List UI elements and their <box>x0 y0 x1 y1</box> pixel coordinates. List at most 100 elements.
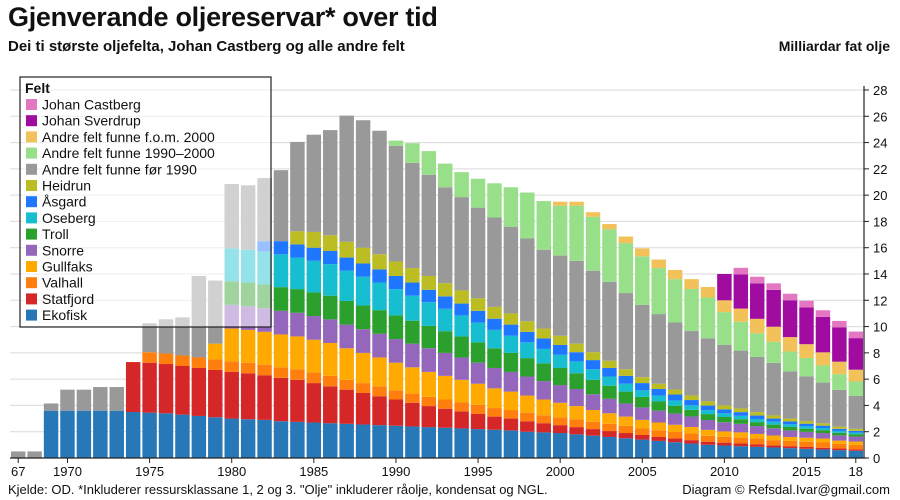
bar-segment <box>815 425 831 429</box>
bar-segment <box>552 425 568 434</box>
bar-segment <box>602 281 617 361</box>
bar-segment <box>848 432 864 435</box>
bar-segment <box>684 443 699 458</box>
bar-segment <box>536 399 551 416</box>
bar-segment <box>684 279 699 289</box>
bar-segment <box>355 392 371 425</box>
bar-segment <box>766 447 781 458</box>
bar-segment <box>355 247 371 264</box>
bar-segment <box>569 260 584 344</box>
legend-swatch <box>26 261 37 272</box>
bar-segment <box>487 183 502 218</box>
bar-segment <box>832 428 847 431</box>
bar-segment <box>717 422 732 432</box>
bar-segment <box>437 283 453 297</box>
bar-segment <box>158 364 174 414</box>
bar-segment <box>421 348 437 372</box>
bar-segment <box>323 264 338 296</box>
bar-segment <box>405 343 420 368</box>
bar-segment <box>750 276 765 284</box>
bar-segment <box>470 429 486 458</box>
bar-segment <box>569 201 584 206</box>
bar-segment <box>487 408 502 417</box>
bar-segment <box>323 130 338 236</box>
bar-segment <box>355 276 371 306</box>
bar-segment <box>437 399 453 409</box>
bar-segment <box>306 260 322 293</box>
bar-segment <box>552 354 568 368</box>
bar-segment <box>700 410 716 415</box>
bar-segment <box>766 418 781 422</box>
bar-segment <box>782 426 798 431</box>
bar-segment <box>733 274 749 309</box>
bar-segment <box>388 261 404 276</box>
bar-segment <box>372 386 387 397</box>
x-tick-label: 2015 <box>792 464 821 479</box>
bar-segment <box>323 375 338 387</box>
bar-segment <box>618 236 634 244</box>
bar-segment <box>733 408 749 413</box>
bar-segment <box>487 329 502 349</box>
bar-segment <box>405 282 420 296</box>
bar-segment <box>635 396 650 408</box>
bar-segment <box>569 373 584 389</box>
bar-segment <box>142 412 157 458</box>
bar-segment <box>10 451 26 458</box>
bar-segment <box>503 324 519 336</box>
bar-segment <box>454 357 469 380</box>
y-tick-label: 10 <box>873 320 887 335</box>
bar-segment <box>306 316 322 340</box>
bar-segment <box>651 314 666 384</box>
legend-label: Statfjord <box>42 291 94 307</box>
bar-segment <box>27 451 42 458</box>
bar-segment <box>306 231 322 248</box>
bar-segment <box>602 436 617 458</box>
bar-segment <box>437 427 453 458</box>
bar-segment <box>257 331 272 365</box>
bar-segment <box>388 315 404 340</box>
bars <box>10 115 864 458</box>
bar-segment <box>618 243 634 294</box>
bar-segment <box>799 448 814 458</box>
bar-segment <box>520 421 535 432</box>
x-tick-label: 18 <box>849 464 863 479</box>
bar-segment <box>750 412 765 416</box>
bar-segment <box>323 343 338 376</box>
bar-segment <box>618 416 634 426</box>
bar-segment <box>700 420 716 430</box>
legend-swatch <box>26 293 37 305</box>
bar-segment <box>454 197 469 291</box>
bar-segment <box>552 201 568 206</box>
bar-segment <box>684 395 699 401</box>
bar-segment <box>782 446 798 449</box>
bar-segment <box>421 406 437 428</box>
bar-segment <box>355 352 371 384</box>
y-tick-label: 16 <box>873 241 887 256</box>
bar-segment <box>306 292 322 317</box>
bar-segment <box>700 338 716 402</box>
bar-segment <box>487 416 502 430</box>
bar-segment <box>651 401 666 411</box>
bar-segment <box>602 385 617 399</box>
bar-segment <box>273 367 289 378</box>
bar-segment <box>815 442 831 448</box>
bar-segment <box>700 441 716 445</box>
bar-segment <box>470 362 486 384</box>
legend-swatch <box>26 196 37 208</box>
bar-segment <box>109 410 124 458</box>
bar-segment <box>733 412 749 416</box>
bar-segment <box>815 365 831 383</box>
bar-segment <box>848 450 864 458</box>
bar-segment <box>848 369 864 382</box>
bar-segment <box>536 249 551 329</box>
bar-segment <box>585 216 601 271</box>
bar-segment <box>290 312 305 337</box>
bar-segment <box>750 415 765 419</box>
bar-segment <box>815 449 831 458</box>
bar-segment <box>832 432 847 436</box>
bar-segment <box>717 274 732 301</box>
y-axis-unit-label: Milliardar fat olje <box>778 38 890 54</box>
legend-label: Åsgard <box>42 194 86 210</box>
bar-segment <box>733 415 749 420</box>
